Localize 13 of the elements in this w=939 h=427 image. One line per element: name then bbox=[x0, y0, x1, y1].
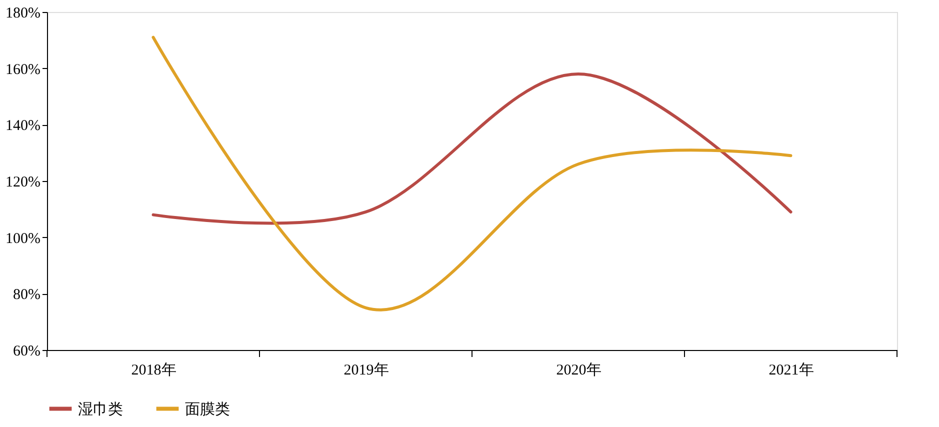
y-tick-label: 80% bbox=[13, 287, 40, 304]
legend-label: 面膜类 bbox=[185, 400, 230, 418]
x-tick-label: 2018年 bbox=[131, 362, 176, 378]
y-tick-label: 100% bbox=[6, 230, 40, 247]
x-tick-label: 2020年 bbox=[556, 362, 602, 378]
legend-label: 湿巾类 bbox=[78, 400, 123, 418]
x-tick-label: 2021年 bbox=[768, 362, 814, 378]
x-tick-label: 2019年 bbox=[344, 362, 389, 378]
y-tick-label: 140% bbox=[6, 118, 40, 134]
y-tick-label: 120% bbox=[6, 174, 40, 190]
y-tick-label: 60% bbox=[13, 344, 40, 360]
y-tick-label: 180% bbox=[6, 6, 40, 22]
y-tick-label: 160% bbox=[6, 62, 40, 78]
